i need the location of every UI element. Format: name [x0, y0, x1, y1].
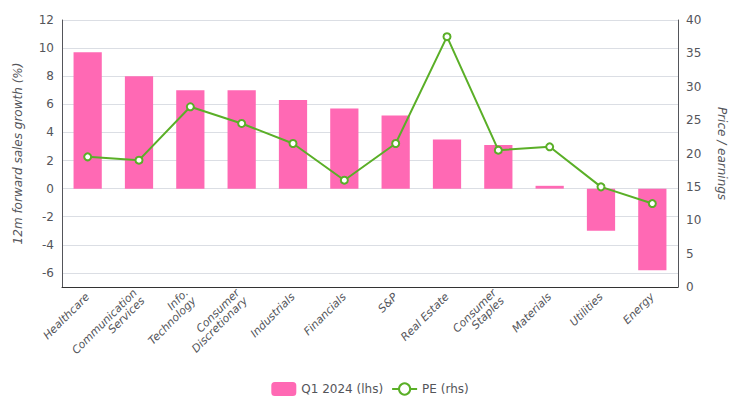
svg-text:8: 8: [46, 69, 54, 83]
svg-text:10: 10: [39, 41, 54, 55]
svg-text:Info.: Info.: [164, 286, 191, 313]
svg-text:Industrials: Industrials: [248, 290, 298, 340]
svg-text:-4: -4: [42, 238, 54, 252]
svg-text:Staples: Staples: [469, 294, 507, 332]
svg-text:5: 5: [686, 247, 694, 261]
svg-text:-6: -6: [42, 266, 54, 280]
svg-text:0: 0: [686, 280, 694, 294]
svg-text:Utilities: Utilities: [567, 290, 606, 329]
svg-text:Price / earnings: Price / earnings: [715, 107, 729, 200]
svg-text:0: 0: [46, 182, 54, 196]
svg-text:30: 30: [686, 80, 701, 94]
svg-text:PE (rhs): PE (rhs): [422, 382, 469, 396]
svg-text:20: 20: [686, 147, 701, 161]
svg-text:12: 12: [39, 13, 54, 27]
svg-text:4: 4: [46, 125, 54, 139]
svg-text:Q1 2024 (lhs): Q1 2024 (lhs): [301, 382, 383, 396]
svg-text:40: 40: [686, 13, 701, 27]
svg-text:15: 15: [686, 180, 701, 194]
svg-text:S&P: S&P: [375, 290, 400, 315]
svg-text:12m forward sales growth (%): 12m forward sales growth (%): [11, 63, 25, 245]
svg-text:25: 25: [686, 113, 701, 127]
svg-text:Materials: Materials: [509, 290, 554, 335]
svg-text:6: 6: [46, 97, 54, 111]
svg-text:Technology: Technology: [146, 294, 199, 347]
svg-text:Communication: Communication: [69, 286, 140, 357]
svg-text:Real Estate: Real Estate: [398, 290, 452, 344]
svg-text:10: 10: [686, 213, 701, 227]
svg-text:-2: -2: [42, 210, 54, 224]
svg-text:Consumer: Consumer: [193, 286, 243, 336]
svg-text:Discretionary: Discretionary: [189, 294, 250, 355]
svg-text:35: 35: [686, 46, 701, 60]
svg-text:Financials: Financials: [301, 290, 349, 338]
svg-text:2: 2: [46, 154, 54, 168]
svg-text:Services: Services: [106, 294, 148, 336]
svg-text:Consumer: Consumer: [450, 286, 499, 336]
svg-text:Energy: Energy: [620, 290, 657, 327]
svg-text:Healthcare: Healthcare: [40, 290, 93, 343]
